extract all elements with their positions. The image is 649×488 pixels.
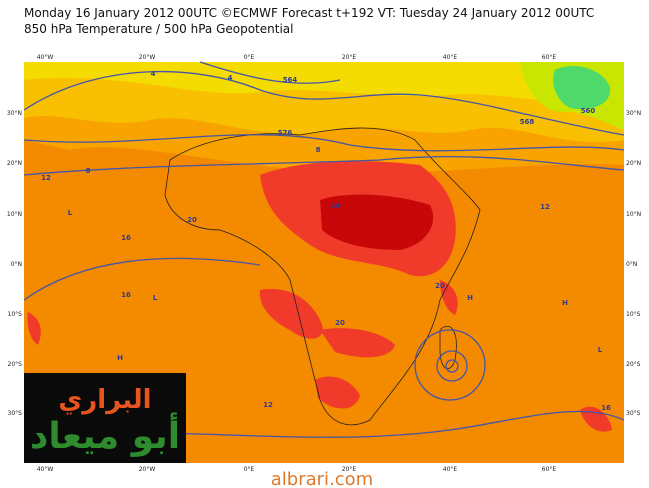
latitude-label: 30°N bbox=[7, 110, 22, 117]
contour-label: 8 bbox=[86, 167, 91, 175]
contour-label: 12 bbox=[263, 401, 273, 409]
contour-label: 20 bbox=[335, 319, 345, 327]
contour-label: 16 bbox=[121, 234, 131, 242]
longitude-label: 20°E bbox=[342, 54, 357, 61]
latitude-label: 20°N bbox=[7, 160, 22, 167]
contour-label: H bbox=[467, 294, 473, 302]
contour-label: H bbox=[562, 299, 568, 307]
contour-label: 16 bbox=[121, 291, 131, 299]
contour-label: H bbox=[117, 354, 123, 362]
logo-text: أبو ميعاد bbox=[30, 412, 180, 457]
contour-label: 4 bbox=[228, 74, 233, 82]
longitude-label: 40°E bbox=[443, 54, 458, 61]
latitude-label: 20°N bbox=[626, 160, 641, 167]
longitude-label: 40°W bbox=[37, 466, 54, 473]
logo-box bbox=[24, 373, 186, 463]
header-line: 850 hPa Temperature / 500 hPa Geopotenti… bbox=[24, 22, 293, 36]
contour-label: 576 bbox=[278, 129, 293, 137]
latitude-label: 30°N bbox=[626, 110, 641, 117]
contour-label: 8 bbox=[316, 146, 321, 154]
latitude-label: 30°S bbox=[8, 410, 23, 417]
contour-label: 12 bbox=[540, 203, 550, 211]
longitude-label: 60°E bbox=[542, 54, 557, 61]
longitude-label: 40°W bbox=[37, 54, 54, 61]
contour-label: 564 bbox=[283, 76, 298, 84]
longitude-label: 20°E bbox=[342, 466, 357, 473]
contour-label: 24 bbox=[330, 202, 340, 210]
longitude-label: 20°W bbox=[139, 54, 156, 61]
contour-label: L bbox=[153, 294, 158, 302]
latitude-label: 20°S bbox=[8, 361, 23, 368]
longitude-label: 20°W bbox=[139, 466, 156, 473]
latitude-label: 10°N bbox=[7, 211, 22, 218]
contour-label: 20 bbox=[187, 216, 197, 224]
contour-label: 16 bbox=[601, 404, 611, 412]
longitude-label: 0°E bbox=[244, 466, 255, 473]
logo-text: البراري bbox=[58, 385, 151, 415]
contour-label: 560 bbox=[581, 107, 596, 115]
latitude-label: 10°S bbox=[8, 311, 23, 318]
header-line: Monday 16 January 2012 00UTC ©ECMWF Fore… bbox=[24, 6, 594, 20]
latitude-label: 10°S bbox=[626, 311, 641, 318]
latitude-label: 10°N bbox=[626, 211, 641, 218]
contour-label: 12 bbox=[41, 174, 51, 182]
latitude-label: 20°S bbox=[626, 361, 641, 368]
longitude-label: 40°E bbox=[443, 466, 458, 473]
latitude-label: 30°S bbox=[626, 410, 641, 417]
longitude-label: 60°E bbox=[542, 466, 557, 473]
contour-label: 20 bbox=[435, 282, 445, 290]
watermark: albrari.com bbox=[271, 469, 373, 488]
longitude-label: 0°E bbox=[244, 54, 255, 61]
contour-label: 4 bbox=[151, 70, 156, 78]
contour-label: 568 bbox=[520, 118, 535, 126]
latitude-label: 0°N bbox=[626, 261, 637, 268]
latitude-label: 0°N bbox=[11, 261, 22, 268]
contour-label: L bbox=[598, 346, 603, 354]
contour-label: L bbox=[68, 209, 73, 217]
